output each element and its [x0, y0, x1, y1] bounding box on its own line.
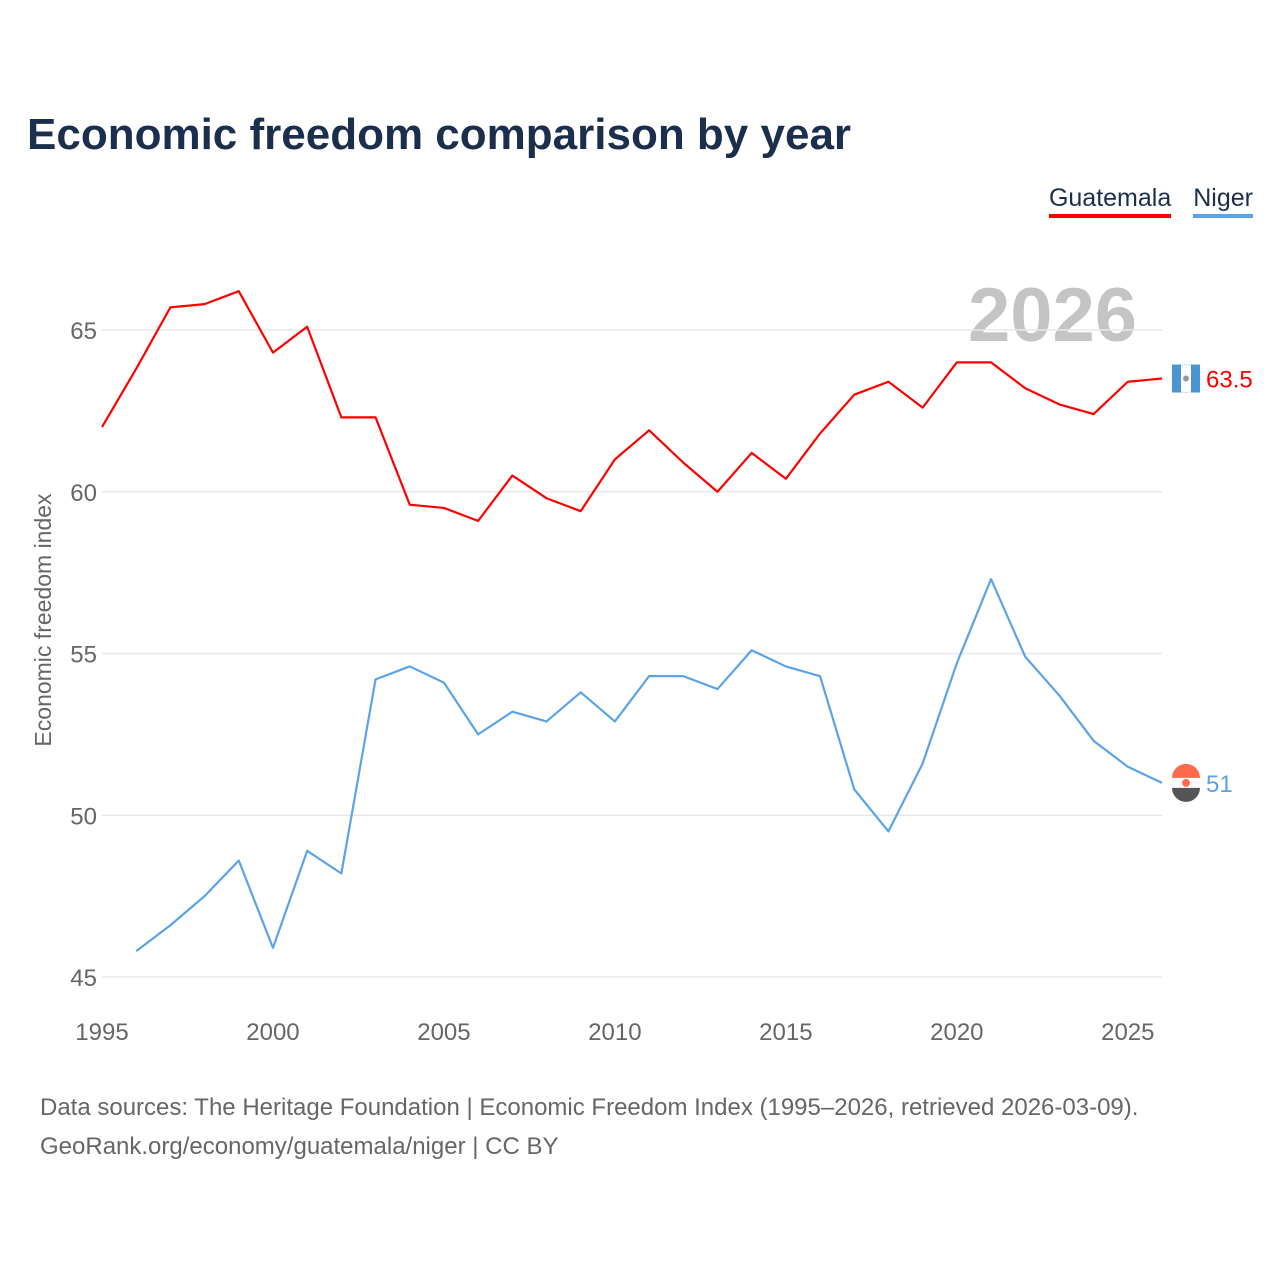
year-watermark: 2026 — [968, 273, 1138, 358]
series-line-guatemala — [101, 290, 1163, 522]
flag-emblem — [1182, 778, 1190, 787]
flag-stripe — [1172, 787, 1200, 802]
flag-emblem — [1183, 375, 1189, 382]
end-value-label: 51 — [1206, 771, 1233, 798]
x-tick-label: 2010 — [588, 1019, 641, 1046]
y-tick-label: 50 — [70, 803, 97, 830]
x-tick-label: 2015 — [759, 1019, 812, 1046]
source-line-2[interactable]: GeoRank.org/economy/guatemala/niger | CC… — [40, 1133, 559, 1160]
y-tick-label: 65 — [70, 318, 97, 345]
x-tick-label: 2025 — [1101, 1019, 1154, 1046]
data-sources: Data sources: The Heritage Foundation | … — [40, 1088, 1138, 1166]
source-line-1: Data sources: The Heritage Foundation | … — [40, 1094, 1139, 1121]
flag-stripe — [1172, 763, 1200, 778]
flag-stripe — [1172, 364, 1181, 393]
flag-stripe — [1191, 364, 1200, 393]
legend-guatemala[interactable]: Guatemala — [1048, 184, 1172, 218]
y-tick-label: 60 — [70, 480, 97, 507]
chart-title: Economic freedom comparison by year — [27, 110, 852, 159]
x-tick-label: 2000 — [246, 1019, 299, 1046]
y-tick-label: 55 — [70, 642, 97, 669]
y-axis-label: Economic freedom index — [30, 493, 56, 747]
x-tick-label: 2005 — [417, 1019, 470, 1046]
end-value-label: 63.5 — [1206, 367, 1253, 394]
x-tick-label: 2020 — [930, 1019, 983, 1046]
y-tick-label: 45 — [70, 965, 97, 992]
series-line-niger — [135, 577, 1163, 952]
legend-niger[interactable]: Niger — [1193, 184, 1253, 218]
x-tick-label: 1995 — [75, 1019, 128, 1046]
legend: Guatemala Niger — [1048, 184, 1253, 218]
